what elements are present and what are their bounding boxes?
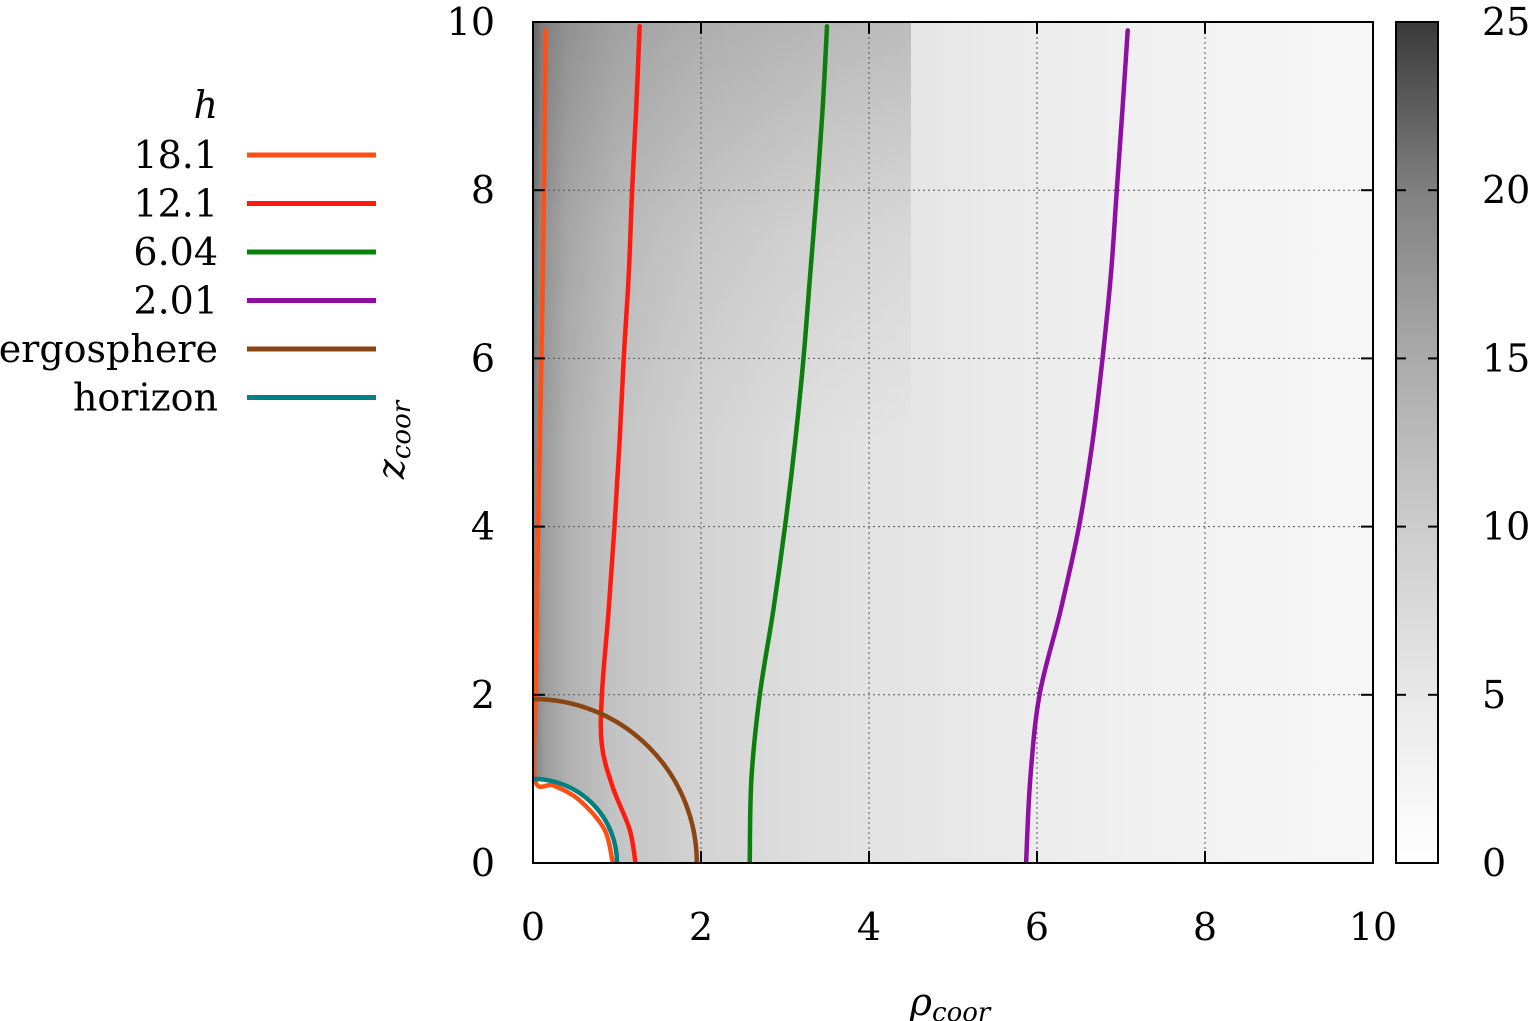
x-tick-label: 2: [689, 905, 713, 949]
colorbar-gradient: [1395, 21, 1439, 864]
colorbar-tick-label: 10: [1482, 505, 1528, 549]
x-tick-label: 4: [857, 905, 881, 949]
series-2-01-line: [1023, 28, 1130, 863]
series-12-1-line: [598, 23, 642, 863]
y-tick-label: 6: [471, 336, 495, 380]
y-tick-label: 4: [471, 505, 495, 549]
heatmap-field: [533, 22, 1373, 863]
legend-label: 18.1: [133, 133, 218, 177]
horizon-interior: [533, 778, 617, 863]
x-tick-label: 0: [521, 905, 545, 949]
legend-label: 12.1: [133, 182, 218, 226]
contour-lines: [533, 23, 1130, 863]
plot-frame: [532, 21, 1374, 864]
legend-entry: 12.1: [133, 182, 376, 226]
axis-ticks: 0 2 4 6 8 10 0 2 4 6 8 10: [447, 0, 1398, 949]
legend-entry: ergosphere: [0, 327, 376, 371]
legend-label: 2.01: [133, 279, 218, 323]
y-tick-label: 10: [447, 0, 495, 44]
series-horizon-line: [533, 776, 620, 863]
legend-title: h: [194, 83, 218, 127]
colorbar-tick-label: 20: [1482, 168, 1528, 212]
legend-entry: 2.01: [133, 279, 376, 323]
legend-label: 6.04: [133, 230, 218, 274]
y-tick-label: 2: [471, 673, 495, 717]
grid-lines: [533, 22, 1373, 863]
y-tick-label: 8: [471, 168, 495, 212]
y-tick-label: 0: [471, 841, 495, 885]
colorbar: 0 5 10 15 20 25: [1395, 0, 1528, 885]
series-18-1-line: [533, 28, 616, 863]
legend-entry: horizon: [73, 376, 376, 420]
colorbar-tick-label: 15: [1482, 336, 1528, 380]
x-tick-label: 6: [1025, 905, 1049, 949]
y-axis-label: zcoor: [369, 399, 417, 480]
x-tick-label: 8: [1193, 905, 1217, 949]
x-axis-label: ρcoor: [909, 980, 992, 1021]
series-6-04-line: [747, 23, 830, 863]
series-ergosphere-line: [533, 696, 700, 863]
colorbar-tick-label: 25: [1482, 0, 1528, 44]
legend-entry: 18.1: [133, 133, 376, 177]
x-tick-label: 10: [1349, 905, 1397, 949]
legend-label: ergosphere: [0, 327, 218, 371]
colorbar-tick-label: 0: [1482, 841, 1506, 885]
legend-entry: 6.04: [133, 230, 376, 274]
colorbar-tick-label: 5: [1482, 673, 1506, 717]
legend-label: horizon: [73, 376, 218, 420]
heatmap-shade: [533, 22, 911, 443]
